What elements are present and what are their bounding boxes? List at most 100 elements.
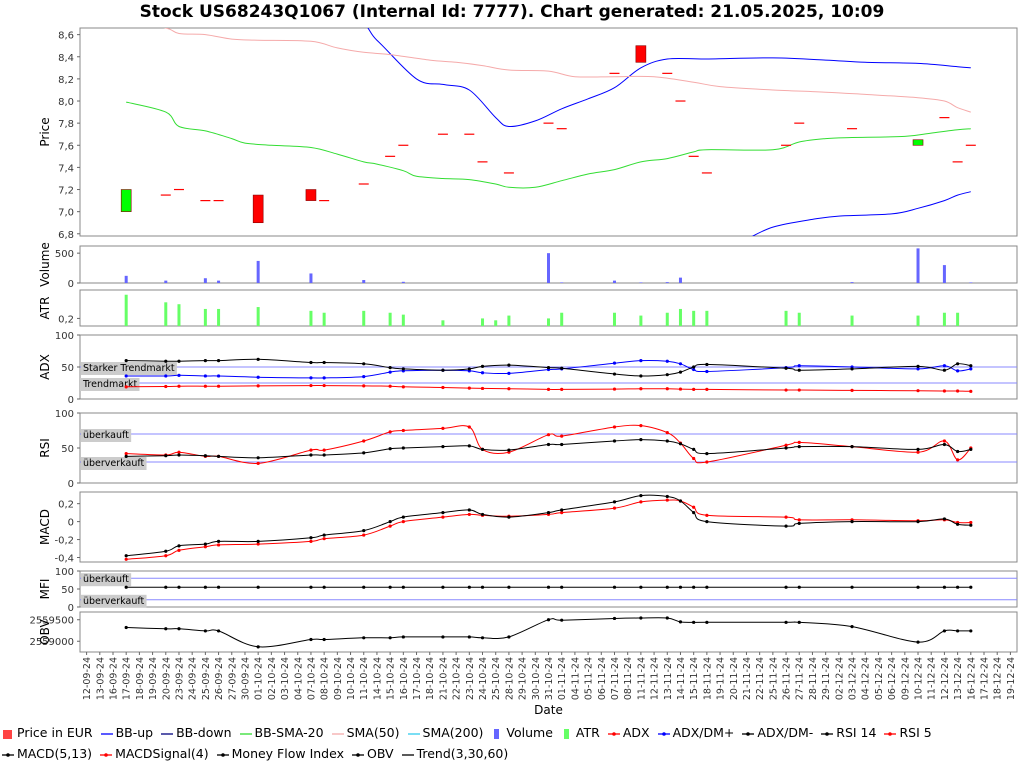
volume-bar xyxy=(203,278,207,283)
rsi5-line-point xyxy=(705,460,709,464)
legend-label: Money Flow Index xyxy=(231,746,344,761)
macd-line-point xyxy=(322,533,326,537)
legend-item: RSI 5 xyxy=(884,722,932,743)
legend-item: BB-SMA-20 xyxy=(239,722,324,743)
x-tick-label: 24-09-24 xyxy=(188,657,199,700)
x-tick-label: 06-11-24 xyxy=(597,657,608,700)
adx-dm-minus-line-point xyxy=(612,372,617,376)
adx-dm-minus-line-point xyxy=(203,359,207,363)
adx-ref-label: Trendmarkt xyxy=(82,379,137,390)
atr-bar xyxy=(256,307,260,326)
rsi5-line-point xyxy=(467,425,471,429)
x-tick-label: 13-09-24 xyxy=(95,657,106,700)
legend-symbol xyxy=(2,752,14,757)
adx-dm-minus-line-point xyxy=(639,374,643,378)
macd-signal-line-point xyxy=(216,543,221,547)
price-y-tick-label: 7,4 xyxy=(58,163,74,174)
macd-line-point xyxy=(678,499,683,503)
macd-signal-line-point xyxy=(612,506,617,510)
adx-ref-label-bg xyxy=(80,378,140,391)
macd-axis-label: MACD xyxy=(38,509,52,545)
obv-line-point xyxy=(665,616,669,620)
x-tick-label: 10-12-24 xyxy=(914,657,925,700)
atr-bar xyxy=(388,312,392,326)
mfi-line-point xyxy=(388,585,392,589)
obv-line-point xyxy=(916,640,920,644)
bb-down-line xyxy=(751,191,971,236)
mfi-line-point xyxy=(216,585,221,589)
price-candle xyxy=(252,194,264,224)
obv-line-point xyxy=(797,620,801,624)
adx-line-point xyxy=(678,387,683,391)
price-y-tick-label: 7,8 xyxy=(58,119,74,130)
rsi5-line-point xyxy=(639,424,643,428)
price-candle xyxy=(635,45,647,63)
adx-line-point xyxy=(916,389,920,393)
adx-dm-plus-line xyxy=(126,359,971,379)
volume-axis-label: Volume xyxy=(38,242,52,287)
x-tick-label: 20-11-24 xyxy=(729,657,740,700)
x-tick-label: 02-12-24 xyxy=(834,657,845,700)
adx-line-point xyxy=(705,387,709,391)
adx-dm-minus-line-point xyxy=(216,359,221,363)
adx-dm-minus-line-point xyxy=(467,367,471,371)
adx-line-point xyxy=(388,384,392,388)
macd-signal-line-point xyxy=(692,505,696,509)
x-tick-label: 06-12-24 xyxy=(887,657,898,700)
obv-line-point xyxy=(467,635,471,639)
mfi-line-point xyxy=(203,585,207,589)
volume-bar xyxy=(639,282,643,283)
obv-panel xyxy=(79,611,1018,653)
legend-item: Trend(3,30,60) xyxy=(401,743,508,764)
atr-bar xyxy=(164,302,168,326)
legend-item: SMA(200) xyxy=(407,722,483,743)
adx-dm-minus-line-point xyxy=(956,362,960,366)
legend-label: MACDSignal(4) xyxy=(115,746,209,761)
rsi5-line-point xyxy=(692,456,696,461)
rsi-y-tick-label: 0 xyxy=(68,479,74,490)
legend-item: ADX/DM+ xyxy=(657,722,735,743)
x-tick-label: 28-11-24 xyxy=(808,657,819,700)
price-panel xyxy=(79,27,1018,237)
legend-item: ATR xyxy=(561,722,600,743)
obv-line-point xyxy=(388,636,392,640)
obv-line-point xyxy=(942,629,947,633)
adx-line-point xyxy=(969,389,973,393)
mfi-line-point xyxy=(256,585,260,589)
x-tick-label: 18-11-24 xyxy=(702,657,713,700)
rsi5-line-point xyxy=(256,461,260,465)
obv-line-point xyxy=(956,629,960,633)
x-tick-label: 16-10-24 xyxy=(399,657,410,700)
x-tick-label: 25-09-24 xyxy=(201,657,212,700)
mfi-line-point xyxy=(560,585,564,589)
legend-label: ADX xyxy=(622,725,650,740)
x-tick-label: 08-11-24 xyxy=(623,657,634,700)
rsi5-line-point xyxy=(665,431,669,435)
legend-item: ADX xyxy=(607,722,650,743)
macd-signal-line-point xyxy=(164,554,168,558)
obv-line-point xyxy=(546,618,551,622)
legend-item: MACD(5,13) xyxy=(2,743,92,764)
legend-item: MACDSignal(4) xyxy=(100,743,209,764)
x-tick-label: 11-10-24 xyxy=(359,657,370,700)
mfi-y-tick-label: 50 xyxy=(61,585,74,596)
atr-bar xyxy=(322,312,326,326)
x-tick-label: 27-11-24 xyxy=(795,657,806,700)
adx-dm-plus-line-point xyxy=(639,359,643,363)
x-tick-label: 30-09-24 xyxy=(240,657,251,700)
legend-label: BB-up xyxy=(115,725,154,740)
macd-line-point xyxy=(612,500,617,504)
x-tick-label: 22-10-24 xyxy=(452,657,463,700)
macd-line-point xyxy=(362,528,366,533)
obv-line-point xyxy=(850,625,854,629)
macd-line-point xyxy=(480,512,485,517)
mfi-line-point xyxy=(124,585,128,589)
macd-line-point xyxy=(639,493,643,498)
legend-label: ADX/DM+ xyxy=(672,725,735,740)
mfi-line-point xyxy=(797,585,801,589)
x-tick-label: 10-10-24 xyxy=(346,657,357,700)
adx-dm-minus-line-point xyxy=(309,360,313,365)
obv-line-point xyxy=(362,636,366,640)
adx-dm-plus-line-point xyxy=(216,374,221,378)
mfi-line-point xyxy=(546,585,551,589)
